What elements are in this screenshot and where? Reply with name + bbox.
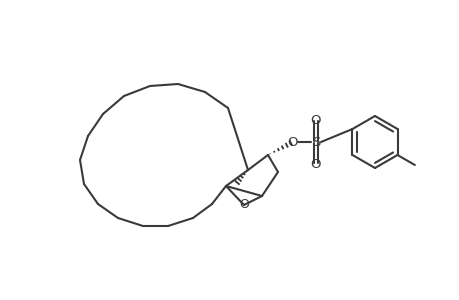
Text: O: O [239, 199, 248, 212]
Text: S: S [311, 136, 319, 148]
Text: O: O [287, 136, 297, 148]
Text: O: O [310, 158, 320, 170]
Text: O: O [310, 113, 320, 127]
